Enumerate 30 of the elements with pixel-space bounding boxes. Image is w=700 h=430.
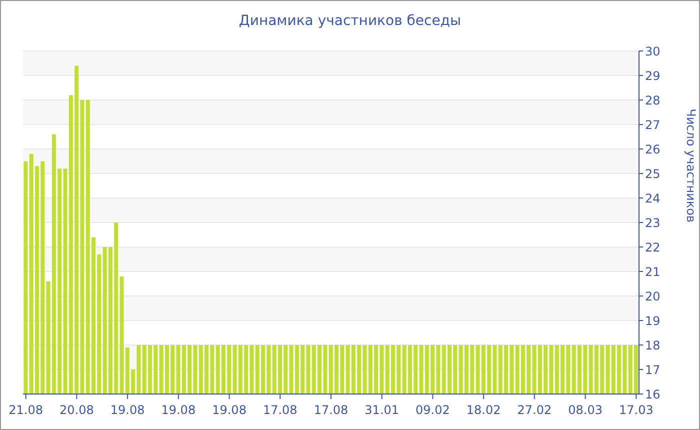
x-tick-label: 31.01 [364, 403, 400, 417]
y-tick-label: 25 [645, 166, 660, 181]
y-tick-label: 29 [645, 68, 660, 83]
x-tick-label: 17.03 [618, 403, 654, 417]
y-tick-label: 20 [645, 289, 660, 304]
y-tick-label: 23 [645, 216, 660, 230]
x-tick-label: 19.08 [110, 403, 145, 417]
y-tick-label: 21 [645, 264, 660, 279]
y-tick-label: 26 [645, 142, 660, 156]
x-tick-label: 20.08 [60, 403, 94, 417]
x-tick-label: 21.08 [8, 403, 44, 417]
chart-title: Динамика участников беседы [238, 13, 462, 29]
y-tick-label: 27 [645, 118, 660, 132]
x-tick-label: 17.08 [262, 403, 298, 417]
y-tick-label: 22 [645, 240, 660, 254]
x-tick-label: 19.08 [212, 403, 246, 417]
y-tick-label: 17 [645, 362, 660, 377]
x-tick-label: 09.02 [416, 403, 450, 417]
y-tick-label: 24 [645, 191, 660, 206]
y-tick-label: 18 [645, 338, 660, 352]
y-tick-label: 30 [645, 44, 660, 58]
x-tick-label: 18.02 [466, 403, 501, 417]
y-tick-label: 16 [645, 387, 660, 402]
y-tick-label: 28 [645, 93, 660, 108]
y-tick-label: 19 [645, 314, 660, 328]
x-tick-label: 17.08 [314, 403, 348, 417]
y-axis-title: Число участников [684, 108, 698, 222]
x-tick-label: 08.03 [568, 403, 602, 417]
x-tick-label: 27.02 [517, 403, 552, 417]
x-tick-label: 19.08 [161, 403, 196, 417]
